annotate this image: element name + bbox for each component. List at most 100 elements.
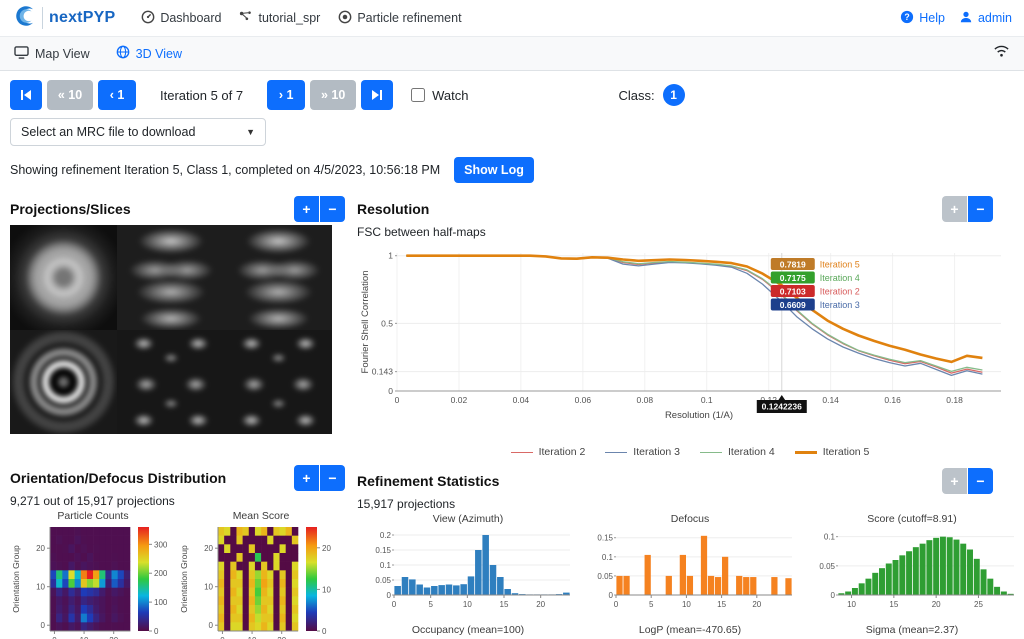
resolution-zoom-out-button[interactable]: − — [968, 195, 993, 222]
nav-dashboard-label: Dashboard — [160, 11, 222, 25]
logp-histogram: LogP (mean=-470.65) 00.0050.01 — [579, 624, 801, 639]
resolution-title: Resolution — [357, 200, 430, 217]
svg-text:Iteration 2: Iteration 2 — [820, 287, 860, 297]
stream-signal-icon[interactable] — [993, 44, 1010, 63]
legend-swatch — [794, 450, 817, 454]
user-menu[interactable]: admin — [959, 10, 1012, 27]
forward-10-button[interactable]: » 10 — [310, 80, 357, 110]
right-column: Resolution + − FSC between half-maps 0 0.… — [357, 195, 1023, 639]
user-label: admin — [977, 11, 1012, 25]
orientation-zoom-out-button[interactable]: − — [320, 464, 345, 491]
svg-text:Orientation Group: Orientation Group — [11, 545, 21, 613]
statistics-zoom-out-button[interactable]: − — [968, 467, 993, 494]
tab-map-view-label: Map View — [35, 46, 90, 61]
monitor-icon — [14, 45, 29, 62]
statistics-zoom-in-button[interactable]: + — [942, 467, 967, 494]
svg-text:10: 10 — [462, 600, 471, 609]
projections-zoom-controls: + − — [294, 195, 345, 222]
svg-text:5: 5 — [648, 600, 653, 609]
svg-text:10: 10 — [248, 636, 257, 639]
svg-text:0: 0 — [154, 627, 159, 636]
refinement-status-text: Showing refinement Iteration 5, Class 1,… — [10, 163, 441, 177]
view-azimuth-title: View (Azimuth) — [432, 513, 504, 525]
svg-text:Orientation Group: Orientation Group — [179, 545, 189, 613]
nav-particle-refinement-label: Particle refinement — [357, 11, 462, 25]
nav-tutorial-spr-label: tutorial_spr — [258, 11, 321, 25]
svg-text:0.1: 0.1 — [823, 533, 835, 542]
first-iteration-button[interactable] — [10, 80, 42, 110]
tab-3d-view[interactable]: 3D View — [116, 45, 182, 62]
svg-text:0.15: 0.15 — [597, 534, 613, 543]
score-plot[interactable]: 0 0.05 0.1 10 15 20 25 — [805, 525, 1020, 618]
orientation-zoom-in-button[interactable]: + — [294, 464, 319, 491]
mrc-file-select[interactable]: Select an MRC file to download ▼ — [10, 118, 266, 146]
svg-text:0: 0 — [608, 591, 613, 600]
help-link[interactable]: ? Help — [900, 10, 945, 27]
svg-text:20: 20 — [109, 636, 118, 639]
svg-text:0: 0 — [388, 386, 393, 396]
orientation-subtitle: 9,271 out of 15,917 projections — [10, 494, 175, 508]
svg-text:20: 20 — [322, 544, 331, 553]
projections-zoom-in-button[interactable]: + — [294, 195, 319, 222]
particle-counts-heatmap: Particle Counts 0102001020Orientation Gr… — [10, 510, 176, 639]
legend-label: Iteration 3 — [633, 446, 680, 458]
show-log-button[interactable]: Show Log — [454, 157, 534, 183]
legend-item[interactable]: Iteration 3 — [605, 446, 680, 458]
occupancy-title: Occupancy (mean=100) — [411, 624, 525, 636]
legend-label: Iteration 2 — [538, 446, 586, 458]
logp-title: LogP (mean=-470.65) — [638, 624, 742, 636]
svg-text:15: 15 — [717, 600, 726, 609]
view-azimuth-plot[interactable]: 0 0.05 0.1 0.15 0.2 0 5 10 15 20 — [361, 525, 576, 618]
brand[interactable]: nextPYP — [12, 4, 115, 33]
dashboard-gauge-icon — [141, 10, 155, 27]
class-selector: Class: 1 — [618, 84, 685, 106]
svg-text:0: 0 — [395, 395, 400, 405]
tab-3d-view-label: 3D View — [135, 46, 182, 61]
back-1-button[interactable]: ‹ 1 — [98, 80, 136, 110]
legend-item[interactable]: Iteration 5 — [794, 446, 869, 458]
fsc-chart[interactable]: 00.1430.5100.020.040.060.080.10.120.140.… — [357, 241, 1023, 444]
svg-text:10: 10 — [80, 636, 89, 639]
svg-text:Iteration 5: Iteration 5 — [820, 260, 860, 270]
svg-text:20: 20 — [36, 544, 45, 553]
projections-zoom-out-button[interactable]: − — [320, 195, 345, 222]
brand-name: nextPYP — [49, 9, 116, 26]
svg-text:15: 15 — [889, 600, 898, 609]
watch-checkbox[interactable] — [411, 88, 426, 102]
svg-text:0.7175: 0.7175 — [780, 273, 806, 283]
projection-side-view-1 — [117, 225, 225, 330]
svg-text:Fourier Shell Correlation: Fourier Shell Correlation — [360, 271, 371, 374]
nav-dashboard[interactable]: Dashboard — [141, 10, 221, 27]
svg-text:0.06: 0.06 — [575, 395, 592, 405]
orientation-title: Orientation/Defocus Distribution — [10, 469, 227, 486]
svg-text:0.02: 0.02 — [451, 395, 468, 405]
svg-text:0.14: 0.14 — [822, 395, 839, 405]
projections-slices-image[interactable] — [10, 225, 332, 434]
resolution-zoom-in-button[interactable]: + — [942, 195, 967, 222]
forward-1-button[interactable]: › 1 — [267, 80, 306, 110]
target-icon — [338, 10, 352, 27]
particle-counts-title: Particle Counts — [57, 510, 129, 522]
svg-text:Iteration 3: Iteration 3 — [820, 300, 860, 310]
svg-text:20: 20 — [752, 600, 761, 609]
legend-item[interactable]: Iteration 4 — [700, 446, 775, 458]
tab-map-view[interactable]: Map View — [14, 45, 90, 62]
legend-swatch — [510, 451, 533, 453]
svg-text:10: 10 — [204, 583, 213, 592]
last-iteration-button[interactable] — [361, 80, 394, 110]
svg-text:0.1: 0.1 — [601, 553, 613, 562]
particle-counts-plot[interactable]: 0102001020Orientation GroupDefocus Group… — [10, 522, 176, 639]
legend-item[interactable]: Iteration 2 — [510, 446, 586, 458]
mean-score-plot[interactable]: 0102001020Orientation GroupDefocus Group… — [178, 522, 344, 639]
class-badge[interactable]: 1 — [662, 84, 685, 106]
nav-particle-refinement[interactable]: Particle refinement — [338, 10, 462, 27]
nav-tutorial-spr[interactable]: tutorial_spr — [239, 10, 320, 27]
score-title: Score (cutoff=8.91) — [867, 513, 957, 525]
svg-text:0: 0 — [41, 621, 46, 630]
defocus-plot[interactable]: 0 0.05 0.1 0.15 0 5 10 15 20 — [583, 525, 798, 618]
sigma-title: Sigma (mean=2.37) — [865, 624, 959, 636]
statistics-title: Refinement Statistics — [357, 472, 500, 489]
svg-text:0: 0 — [386, 591, 391, 600]
main-nav: Dashboard tutorial_spr Particle refineme… — [141, 10, 462, 27]
back-10-button[interactable]: « 10 — [47, 80, 93, 110]
